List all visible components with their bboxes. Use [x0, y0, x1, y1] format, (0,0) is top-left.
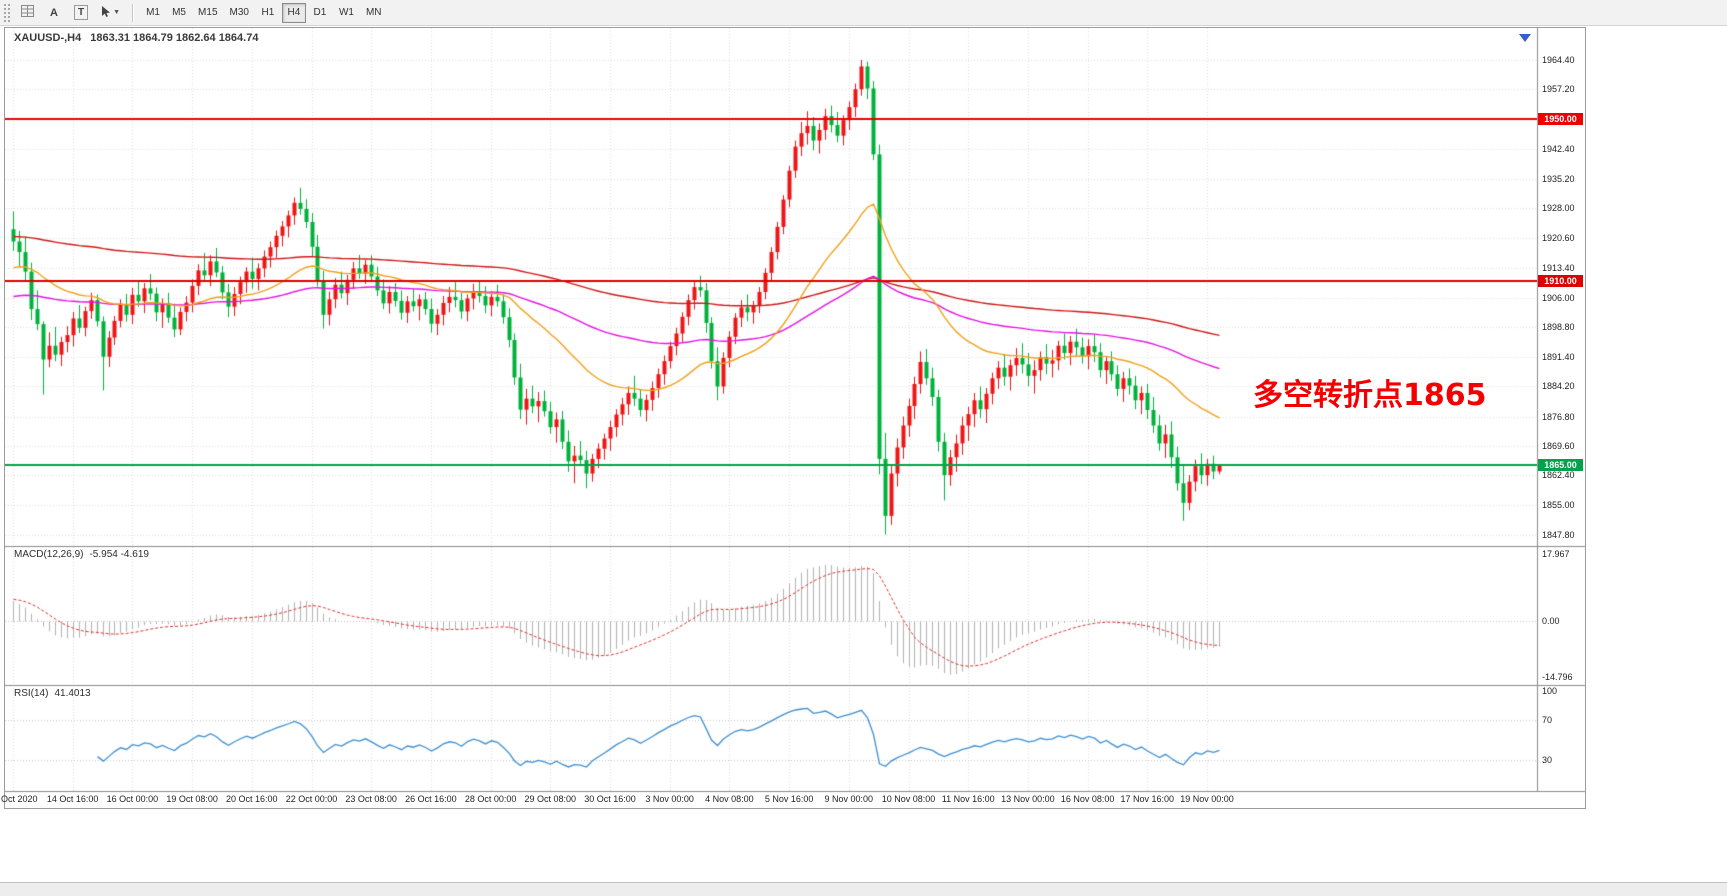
date-axis-label[interactable]: 13 Nov 00:00: [1001, 794, 1055, 804]
date-axis-label[interactable]: 16 Nov 08:00: [1060, 794, 1115, 804]
cursor-icon: [101, 5, 111, 21]
letter-a-icon: A: [50, 6, 58, 19]
timeframe-button-mn[interactable]: MN: [361, 3, 387, 23]
date-axis-label[interactable]: 3 Nov 00:00: [645, 794, 694, 804]
text-tool-button[interactable]: T: [69, 3, 93, 23]
price-level-tag: 1950.00: [1538, 112, 1583, 125]
annotation-a-button[interactable]: A: [42, 3, 66, 23]
price-axis-label[interactable]: 1935.20: [1542, 173, 1575, 184]
chart-title: XAUUSD-,H4 1863.31 1864.79 1862.64 1864.7…: [14, 32, 258, 44]
rsi-value: 41.4013: [54, 688, 91, 699]
date-axis-label[interactable]: 26 Oct 16:00: [405, 794, 457, 804]
chart-window: XAUUSD-,H4 1863.31 1864.79 1862.64 1864.7…: [0, 27, 1586, 809]
rsi-name: RSI(14): [14, 688, 49, 699]
date-axis-label[interactable]: 19 Oct 08:00: [166, 794, 218, 804]
price-axis-label[interactable]: 1876.80: [1542, 411, 1575, 422]
price-axis-label[interactable]: 1957.20: [1542, 84, 1575, 95]
date-axis-label[interactable]: 5 Nov 16:00: [764, 794, 814, 804]
text-tool-icon: T: [74, 5, 89, 20]
date-axis-label[interactable]: 4 Nov 08:00: [705, 794, 754, 804]
date-axis-label[interactable]: 14 Oct 16:00: [46, 794, 99, 804]
macd-values: -5.954 -4.619: [89, 549, 149, 560]
price-axis-label[interactable]: 1862.40: [1542, 470, 1575, 481]
rsi-axis-label: 30: [1542, 754, 1553, 765]
toolbar-separator: [132, 3, 135, 22]
price-axis-label[interactable]: 1928.00: [1542, 203, 1575, 214]
toolbar: A T ▼ M1 M5 M15 M30 H1 H4 D1 W1 MN: [0, 0, 1727, 26]
timeframe-button-m30[interactable]: M30: [225, 3, 254, 23]
price-axis-label[interactable]: 1942.40: [1542, 144, 1575, 155]
price-axis-label[interactable]: 1869.60: [1542, 440, 1575, 451]
macd-axis-label: 0.00: [1542, 616, 1560, 627]
date-axis-label[interactable]: 22 Oct 00:00: [285, 794, 338, 804]
date-axis-label[interactable]: 17 Nov 16:00: [1120, 794, 1175, 804]
date-axis-label[interactable]: 9 Nov 00:00: [824, 794, 874, 804]
timeframe-button-w1[interactable]: W1: [334, 3, 359, 23]
timeframe-button-m15[interactable]: M15: [193, 3, 222, 23]
timeframe-button-h1[interactable]: H1: [256, 3, 280, 23]
chevron-down-icon: ▼: [113, 9, 121, 16]
grid-view-button[interactable]: [15, 3, 39, 23]
date-axis-label[interactable]: 23 Oct 08:00: [345, 794, 397, 804]
date-axis-label[interactable]: 13 Oct 2020: [0, 794, 38, 804]
timeframe-button-m5[interactable]: M5: [167, 3, 191, 23]
date-axis-label[interactable]: 20 Oct 16:00: [226, 794, 278, 804]
status-bar: [0, 882, 1727, 896]
macd-axis-label: 17.967: [1542, 549, 1570, 559]
timeframe-group: M1 M5 M15 M30 H1 H4 D1 W1 MN: [141, 2, 387, 23]
ohlc-values: 1863.31 1864.79 1862.64 1864.74: [90, 32, 259, 44]
date-axis-label[interactable]: 30 Oct 16:00: [584, 794, 636, 804]
date-axis-label[interactable]: 28 Oct 00:00: [464, 794, 517, 804]
macd-axis-label: -14.796: [1542, 671, 1573, 682]
price-axis-label[interactable]: 1847.80: [1542, 529, 1575, 540]
rsi-axis-label: 70: [1542, 715, 1553, 726]
price-axis-label[interactable]: 1884.20: [1542, 381, 1575, 392]
price-axis-label[interactable]: 1913.40: [1542, 262, 1575, 273]
rsi-axis-label: 100: [1542, 686, 1558, 696]
price-axis-label[interactable]: 1906.00: [1542, 292, 1575, 303]
scroll-to-end-icon[interactable]: [1519, 34, 1531, 42]
timeframe-button-m1[interactable]: M1: [141, 3, 165, 23]
symbol-period-label: XAUUSD-,H4: [14, 32, 82, 44]
date-axis-label[interactable]: 19 Nov 00:00: [1180, 794, 1234, 804]
price-level-tag: 1865.00: [1538, 458, 1583, 471]
price-axis-label[interactable]: 1898.80: [1542, 321, 1575, 332]
cursor-tool-dropdown[interactable]: ▼: [96, 3, 125, 23]
date-axis-label[interactable]: 10 Nov 08:00: [881, 794, 936, 804]
date-axis-label[interactable]: 11 Nov 16:00: [941, 794, 995, 804]
grid-icon: [20, 5, 34, 20]
price-axis-label[interactable]: 1964.40: [1542, 54, 1575, 65]
macd-name: MACD(12,26,9): [14, 549, 84, 560]
price-chart-canvas[interactable]: [5, 28, 1585, 808]
timeframe-button-d1[interactable]: D1: [308, 3, 332, 23]
timeframe-button-h4[interactable]: H4: [281, 2, 306, 23]
price-axis-label[interactable]: 1891.40: [1542, 352, 1575, 363]
rsi-panel-label: RSI(14) 41.4013: [14, 688, 91, 699]
date-axis-label[interactable]: 16 Oct 00:00: [106, 794, 159, 804]
chart-annotation-text: 多空转折点1865: [1253, 378, 1487, 413]
price-axis-label[interactable]: 1920.60: [1542, 233, 1575, 244]
macd-panel-label: MACD(12,26,9) -5.954 -4.619: [14, 549, 149, 560]
toolbar-drag-handle[interactable]: [3, 2, 10, 23]
price-level-tag: 1910.00: [1538, 275, 1583, 288]
price-axis-label[interactable]: 1855.00: [1542, 500, 1575, 511]
date-axis-label[interactable]: 29 Oct 08:00: [524, 794, 577, 804]
